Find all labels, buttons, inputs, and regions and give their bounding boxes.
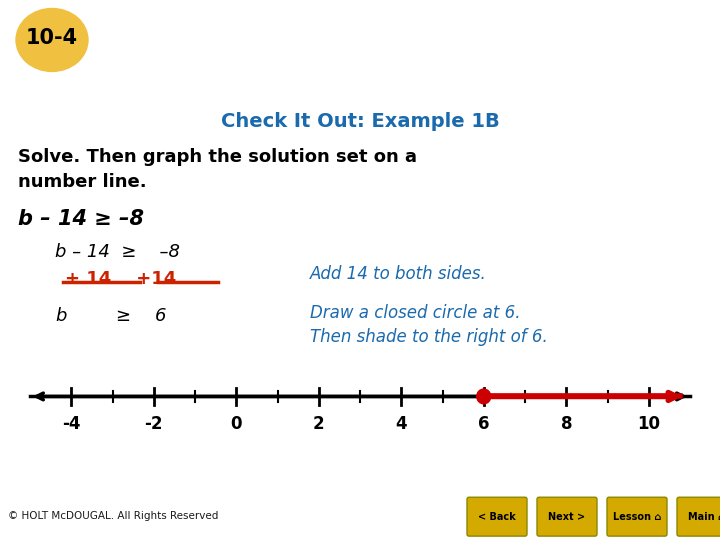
Text: Draw a closed circle at 6.: Draw a closed circle at 6.	[310, 303, 521, 322]
FancyBboxPatch shape	[677, 497, 720, 536]
Text: < Back: < Back	[478, 512, 516, 522]
FancyBboxPatch shape	[467, 497, 527, 536]
Text: © HOLT McDOUGAL. All Rights Reserved: © HOLT McDOUGAL. All Rights Reserved	[8, 511, 218, 521]
FancyBboxPatch shape	[607, 497, 667, 536]
Text: Solve. Then graph the solution set on a: Solve. Then graph the solution set on a	[18, 148, 417, 166]
Text: -4: -4	[62, 415, 81, 434]
Text: 10: 10	[637, 415, 660, 434]
Circle shape	[477, 389, 491, 404]
Text: 10-4: 10-4	[26, 28, 78, 48]
Text: -2: -2	[145, 415, 163, 434]
Text: Main ⌂: Main ⌂	[688, 512, 720, 522]
Text: + 14    +14: + 14 +14	[65, 270, 176, 288]
Text: ≥: ≥	[115, 307, 130, 325]
Text: Then shade to the right of 6.: Then shade to the right of 6.	[310, 328, 548, 346]
Ellipse shape	[16, 9, 88, 71]
Text: b: b	[55, 307, 66, 325]
Text: 6: 6	[478, 415, 490, 434]
Text: 6: 6	[155, 307, 166, 325]
Text: b – 14  ≥    –8: b – 14 ≥ –8	[55, 244, 180, 261]
Text: 0: 0	[230, 415, 242, 434]
Text: Next >: Next >	[549, 512, 585, 522]
Text: Lesson ⌂: Lesson ⌂	[613, 512, 661, 522]
Text: 2: 2	[313, 415, 325, 434]
Text: Solving Inequalities by: Solving Inequalities by	[105, 16, 410, 40]
Text: 4: 4	[395, 415, 407, 434]
Text: b – 14 ≥ –8: b – 14 ≥ –8	[18, 208, 144, 228]
Text: 8: 8	[560, 415, 572, 434]
FancyBboxPatch shape	[537, 497, 597, 536]
Text: number line.: number line.	[18, 173, 147, 191]
Text: Adding or Subtracting: Adding or Subtracting	[105, 46, 400, 70]
Text: Add 14 to both sides.: Add 14 to both sides.	[310, 265, 487, 282]
Text: Check It Out: Example 1B: Check It Out: Example 1B	[220, 112, 500, 131]
